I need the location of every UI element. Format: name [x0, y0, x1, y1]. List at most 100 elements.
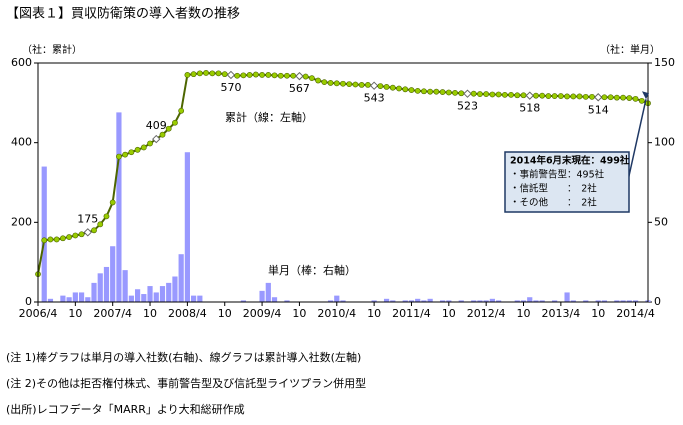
marker	[209, 70, 216, 77]
marker	[470, 90, 477, 97]
marker	[277, 72, 284, 79]
bar	[141, 294, 147, 302]
marker	[203, 70, 209, 76]
callout-arrowhead	[642, 91, 649, 100]
marker-diamond	[369, 81, 379, 90]
x-tick-label: 10	[218, 307, 232, 320]
x-tick-label: 10	[517, 307, 531, 320]
bar	[402, 300, 408, 302]
marker	[196, 70, 203, 77]
marker	[613, 94, 620, 101]
bar	[91, 282, 97, 302]
bar	[439, 300, 446, 302]
bar	[78, 292, 85, 302]
x-tick-label: 2011/4	[392, 307, 431, 320]
bar	[421, 300, 427, 302]
bar-annotation: 単月（棒：右軸）	[268, 263, 356, 277]
marker	[116, 153, 122, 160]
marker	[128, 149, 135, 156]
marker	[327, 80, 334, 86]
marker	[284, 72, 290, 79]
bar	[334, 295, 340, 302]
line-annotation: 累計（線：左軸）	[225, 110, 313, 124]
bar	[265, 282, 271, 302]
marker	[159, 131, 166, 138]
marker	[414, 87, 421, 94]
marker	[221, 71, 228, 78]
bar	[527, 297, 533, 302]
marker	[589, 93, 595, 100]
y2-tick-label: 0	[654, 295, 661, 308]
bar	[458, 300, 464, 302]
marker	[302, 73, 309, 80]
bar	[620, 300, 626, 302]
y2-tick-label: 50	[654, 215, 668, 228]
bar	[533, 300, 539, 302]
marker	[638, 97, 645, 104]
bar	[446, 300, 452, 302]
marker	[333, 80, 340, 87]
bar	[583, 300, 589, 302]
bar	[85, 297, 91, 302]
data-label: 409	[146, 119, 167, 132]
bar	[271, 297, 278, 302]
note: (注 1)棒グラフは単月の導入社数(右軸)、線グラフは累計導入社数(左軸)	[6, 350, 361, 364]
data-label: 175	[77, 212, 98, 225]
x-tick-label: 2008/4	[168, 307, 207, 320]
y2-axis-label: （社：単月）	[600, 43, 660, 56]
marker	[452, 89, 458, 96]
marker	[47, 236, 54, 243]
marker	[383, 84, 390, 90]
marker	[539, 92, 546, 99]
marker	[352, 81, 359, 88]
marker	[234, 72, 241, 79]
bar	[72, 292, 78, 302]
x-tick-label: 10	[367, 307, 381, 320]
marker	[122, 151, 129, 158]
data-label: 567	[289, 82, 310, 95]
marker	[582, 93, 589, 100]
data-label: 518	[519, 102, 540, 115]
marker	[265, 72, 272, 78]
x-tick-label: 10	[143, 307, 157, 320]
marker	[172, 119, 178, 126]
marker	[439, 89, 446, 95]
bar	[514, 300, 520, 302]
marker	[240, 72, 247, 79]
marker-diamond	[152, 134, 161, 144]
bar	[116, 112, 122, 302]
marker	[620, 94, 627, 101]
marker	[346, 81, 353, 88]
marker	[377, 83, 384, 90]
marker	[421, 88, 427, 95]
y-tick-label: 400	[11, 136, 32, 149]
y-tick-label: 200	[11, 215, 32, 228]
marker	[501, 91, 508, 98]
marker	[59, 235, 66, 242]
bar	[327, 300, 334, 302]
bar	[483, 300, 489, 302]
marker	[308, 75, 315, 82]
marker	[601, 94, 608, 101]
bar	[632, 300, 639, 302]
bar	[408, 300, 415, 302]
marker	[626, 95, 633, 101]
marker	[315, 77, 322, 84]
bar	[415, 298, 421, 302]
x-tick-label: 10	[442, 307, 456, 320]
note: (注 2)その他は拒否権付株式、事前警告型及び信託型ライツプラン併用型	[6, 376, 366, 390]
bar	[47, 298, 54, 302]
marker	[477, 91, 483, 97]
bar	[601, 300, 608, 302]
marker	[246, 72, 253, 78]
marker	[576, 93, 583, 100]
bar	[552, 300, 558, 302]
data-label: 523	[457, 100, 478, 113]
bar	[41, 166, 47, 302]
bar	[489, 298, 495, 302]
bar	[259, 290, 265, 302]
marker	[533, 92, 539, 99]
marker	[445, 89, 452, 96]
callout-box	[504, 151, 630, 213]
marker-diamond	[593, 93, 603, 102]
